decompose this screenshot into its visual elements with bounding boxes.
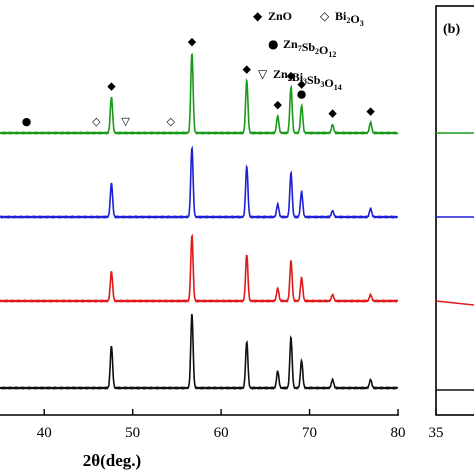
xrd-pattern-series-4	[0, 313, 399, 390]
legend-symbol: ●	[268, 37, 278, 51]
legend-entry: ◇ Bi2O3	[320, 9, 364, 28]
x-axis-title: 2θ(deg.)	[83, 451, 141, 470]
panel-a-x-ticks: 40 50 60 70 80	[37, 409, 406, 441]
xrd-pattern-series-3	[0, 233, 399, 303]
peak-markers: ● ◇◆▽ ◇◆◆◆◆●◆◆ ◆	[22, 35, 376, 128]
legend-symbol: ▽	[258, 67, 268, 81]
peak-marker: ●	[297, 88, 307, 101]
peak-marker: ▽	[121, 115, 130, 128]
legend-label: Zn7Sb2O12	[283, 37, 336, 59]
x-tick-label: 50	[125, 425, 140, 441]
panel-a: ● ◇◆▽ ◇◆◆◆◆●◆◆ ◆ 40 50 60 70 80 2θ(deg.) ◆ ZnO ◇ B…	[0, 9, 406, 470]
legend-label: Bi2O3	[335, 9, 364, 28]
peak-marker: ◆	[366, 105, 375, 118]
peak-marker: ◆	[297, 78, 306, 91]
panel-b-frame	[435, 5, 474, 416]
legend-label: Zn2Bi3Sb3O14	[273, 67, 342, 92]
panel-b-series	[435, 132, 474, 391]
peak-marker: ◆	[107, 79, 116, 92]
peak-marker: ◆	[243, 63, 252, 76]
legend-entry: ▽ Zn2Bi3Sb3O14	[258, 67, 342, 92]
peak-marker: ●	[22, 115, 32, 128]
xrd-pattern-series-1	[0, 53, 399, 135]
panel-b-x-tick-label: 35	[429, 425, 444, 441]
xrd-pattern-series-2	[0, 145, 399, 219]
peak-marker: ◆	[273, 98, 282, 111]
legend-symbol: ◆	[253, 9, 263, 23]
x-tick-label: 70	[302, 425, 317, 441]
peak-marker: ◇	[92, 115, 101, 128]
legend-symbol: ◇	[320, 9, 330, 23]
panel-a-series	[0, 53, 399, 390]
legend-entry: ◆ ZnO	[253, 9, 292, 23]
panel-b-label: (b)	[443, 22, 460, 37]
legend-entry: ● Zn7Sb2O12	[268, 37, 336, 59]
peak-marker: ◆	[328, 107, 337, 120]
peak-marker: ◆	[287, 69, 296, 82]
x-tick-label: 80	[391, 425, 406, 441]
panel-b-series-3	[435, 300, 474, 306]
panel-b-x-ticks: 35	[429, 409, 444, 441]
peak-marker: ◇	[166, 115, 175, 128]
legend: ◆ ZnO ◇ Bi2O3 ● Zn7Sb2O12 ▽ Zn2Bi3Sb3O14	[253, 9, 364, 92]
legend-label: ZnO	[268, 9, 292, 23]
panel-b: (b) 35	[429, 5, 474, 441]
x-tick-label: 60	[214, 425, 229, 441]
x-tick-label: 40	[37, 425, 52, 441]
peak-marker: ◆	[188, 35, 197, 48]
